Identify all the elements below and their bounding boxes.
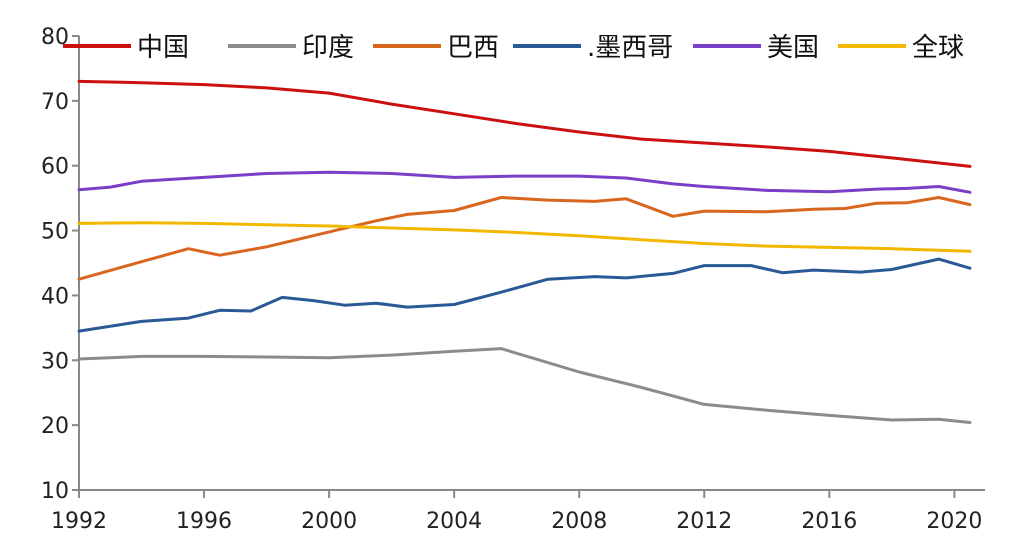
x-tick-label: 1996 bbox=[176, 509, 232, 534]
series-line-0 bbox=[77, 79, 972, 168]
legend-label-3: .墨西哥 bbox=[587, 33, 673, 63]
series-line-3 bbox=[77, 257, 972, 333]
x-tick-label: 2020 bbox=[926, 509, 982, 534]
y-tick-label: 70 bbox=[41, 90, 69, 115]
legend-label-4: 美国 bbox=[767, 33, 819, 63]
legend-label-5: 全球 bbox=[912, 33, 964, 63]
x-tick-label: 2008 bbox=[551, 509, 607, 534]
series-lines bbox=[77, 79, 972, 424]
series-line-4 bbox=[77, 170, 972, 194]
series-line-1 bbox=[77, 347, 972, 424]
x-tick-label: 2004 bbox=[426, 509, 482, 534]
y-tick-label: 60 bbox=[41, 155, 69, 180]
x-tick-label: 2000 bbox=[301, 509, 357, 534]
x-tick-label: 1992 bbox=[51, 509, 107, 534]
x-tick-label: 2016 bbox=[801, 509, 857, 534]
x-ticks: 1992 1996 2000 2004 2008 2012 2016 2020 bbox=[51, 490, 982, 534]
legend-label-2: 巴西 bbox=[447, 33, 499, 63]
y-tick-label: 10 bbox=[41, 479, 69, 504]
axes bbox=[78, 36, 985, 491]
y-tick-label: 40 bbox=[41, 284, 69, 309]
y-tick-label: 50 bbox=[41, 220, 69, 245]
series-line-2 bbox=[77, 196, 972, 281]
y-tick-label: 20 bbox=[41, 414, 69, 439]
legend-label-1: 印度 bbox=[302, 33, 354, 63]
legend: 中国 印度 巴西 .墨西哥 美国 全球 bbox=[63, 33, 964, 63]
x-tick-label: 2012 bbox=[676, 509, 732, 534]
y-tick-label: 30 bbox=[41, 349, 69, 374]
series-line-5 bbox=[77, 221, 972, 253]
legend-label-0: 中国 bbox=[137, 33, 189, 63]
